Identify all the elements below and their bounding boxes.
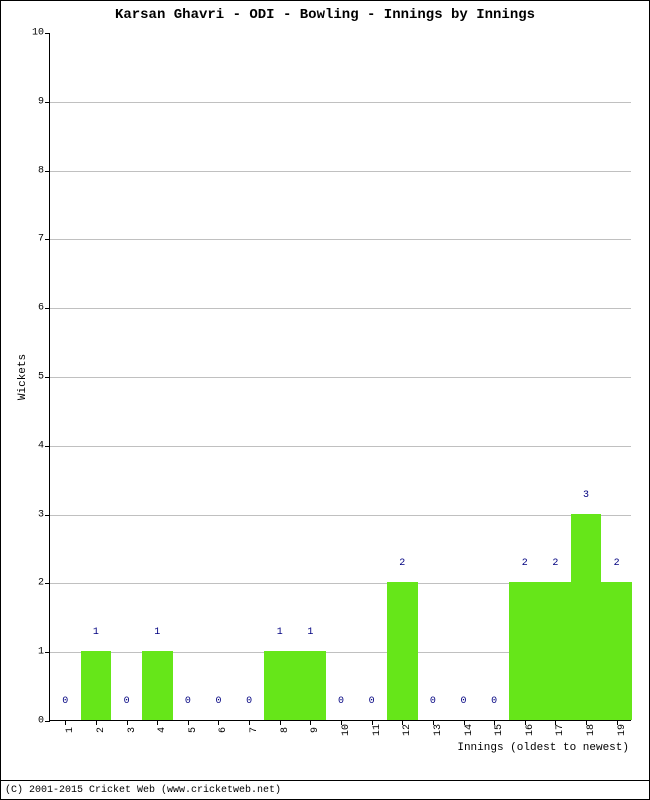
chart-container: Karsan Ghavri - ODI - Bowling - Innings … [0,0,650,800]
xtick-label: 13 [433,720,444,736]
xtick-label: 1 [65,723,76,733]
gridline [50,515,631,516]
ytick-label: 6 [38,303,50,314]
copyright-text: (C) 2001-2015 Cricket Web (www.cricketwe… [5,785,281,796]
xtick-label: 11 [372,720,383,736]
bar [509,582,540,720]
bar-value-label: 1 [277,627,283,638]
bar-value-label: 2 [614,558,620,569]
gridline [50,239,631,240]
bar [571,514,602,720]
bar-value-label: 0 [461,696,467,707]
bar-value-label: 2 [399,558,405,569]
ytick-label: 9 [38,96,50,107]
bar-value-label: 1 [93,627,99,638]
xtick-label: 17 [555,720,566,736]
xtick-label: 16 [525,720,536,736]
gridline [50,102,631,103]
bar-value-label: 1 [154,627,160,638]
bar [264,651,295,720]
chart-title: Karsan Ghavri - ODI - Bowling - Innings … [1,7,649,23]
ytick-label: 10 [32,28,50,39]
bar [142,651,173,720]
bar-value-label: 3 [583,490,589,501]
plot-area: 0123456789100112031405060718190100112120… [49,33,631,721]
gridline [50,377,631,378]
xtick-label: 18 [586,720,597,736]
xtick-label: 15 [494,720,505,736]
bar-value-label: 0 [185,696,191,707]
bar-value-label: 0 [215,696,221,707]
xtick-label: 12 [402,720,413,736]
ytick-label: 1 [38,647,50,658]
ytick-label: 4 [38,440,50,451]
x-axis-label: Innings (oldest to newest) [457,742,629,754]
xtick-label: 6 [218,723,229,733]
xtick-label: 2 [96,723,107,733]
bar-value-label: 2 [522,558,528,569]
bar [295,651,326,720]
xtick-label: 10 [341,720,352,736]
y-axis-label: Wickets [17,354,29,400]
footer-divider [1,780,649,781]
bar-value-label: 0 [491,696,497,707]
bar-value-label: 0 [369,696,375,707]
bar-value-label: 0 [430,696,436,707]
ytick-label: 8 [38,165,50,176]
ytick-label: 3 [38,509,50,520]
bar [81,651,112,720]
bar-value-label: 0 [124,696,130,707]
xtick-label: 4 [157,723,168,733]
xtick-label: 8 [280,723,291,733]
bar-value-label: 0 [246,696,252,707]
ytick-label: 2 [38,578,50,589]
bar-value-label: 0 [62,696,68,707]
ytick-label: 5 [38,372,50,383]
bar [601,582,632,720]
bar-value-label: 2 [552,558,558,569]
xtick-label: 5 [188,723,199,733]
ytick-label: 0 [38,716,50,727]
ytick-label: 7 [38,234,50,245]
xtick-label: 9 [310,723,321,733]
xtick-label: 19 [617,720,628,736]
xtick-label: 3 [127,723,138,733]
bar [540,582,571,720]
bar-value-label: 0 [338,696,344,707]
bar [387,582,418,720]
xtick-label: 7 [249,723,260,733]
bar-value-label: 1 [307,627,313,638]
gridline [50,446,631,447]
xtick-label: 14 [464,720,475,736]
gridline [50,171,631,172]
gridline [50,308,631,309]
